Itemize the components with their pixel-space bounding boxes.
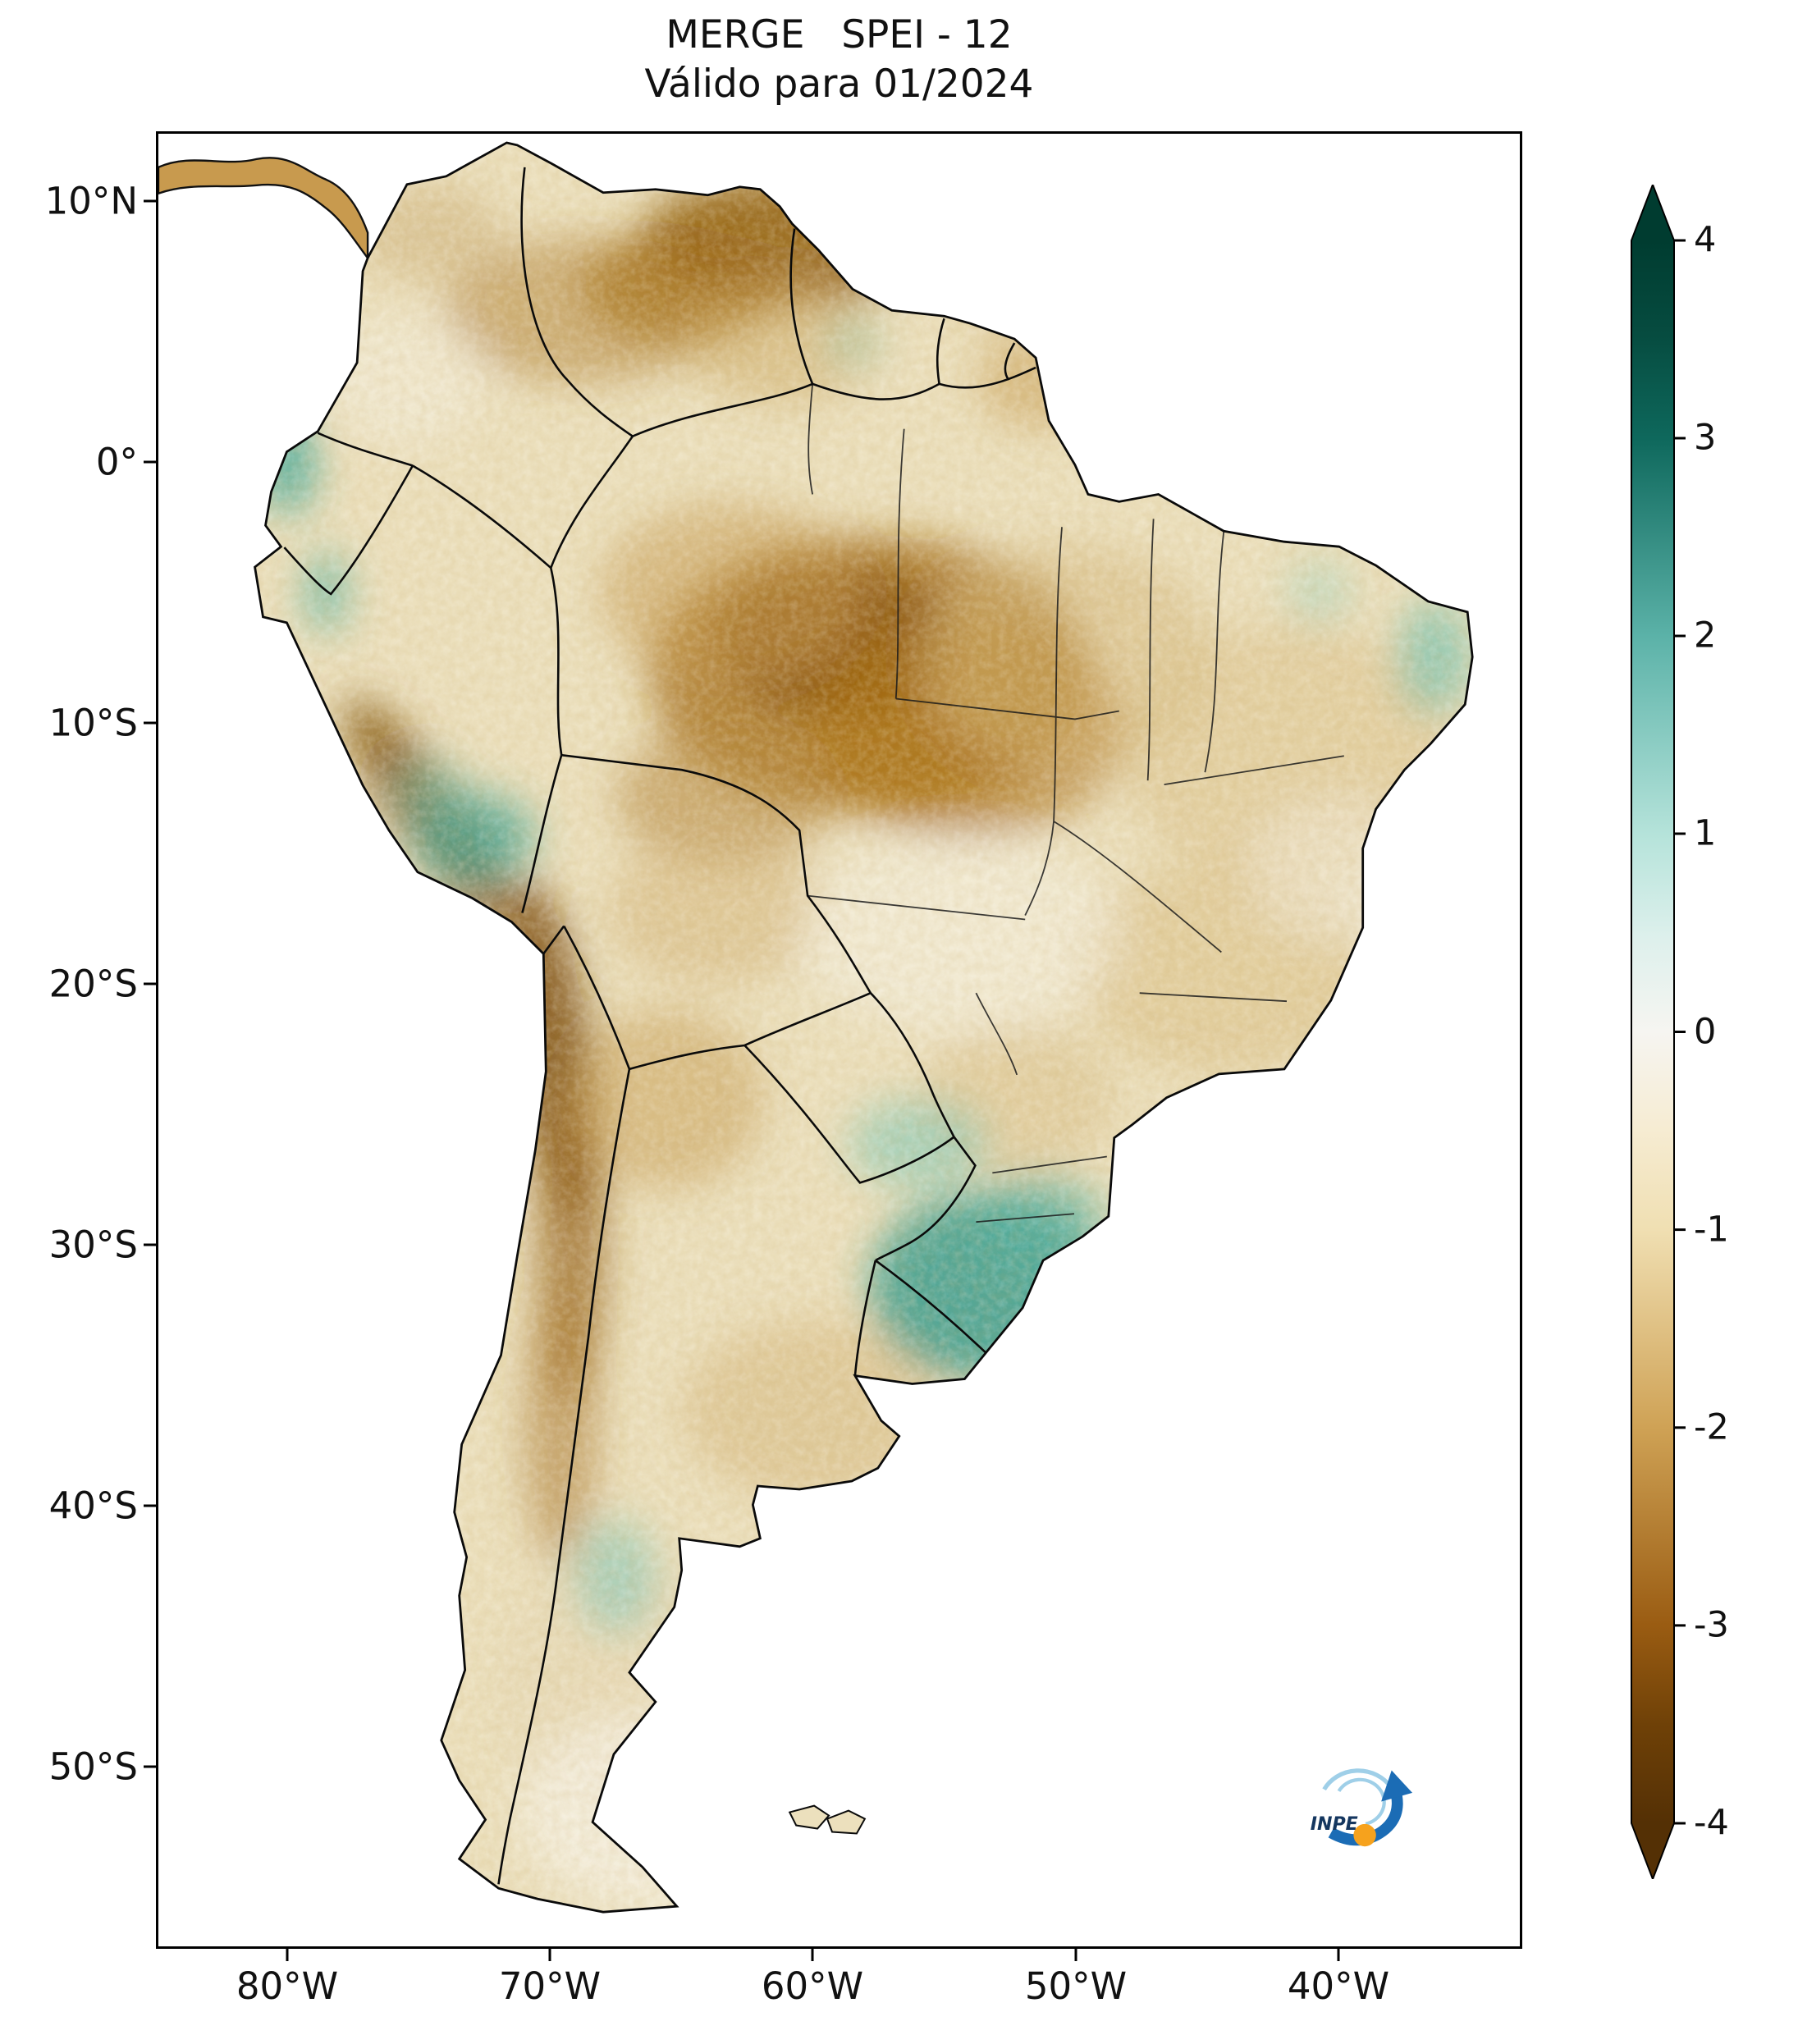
colorbar-tick-label: -1 bbox=[1694, 1209, 1729, 1251]
y-tick-label: 30°S bbox=[48, 1223, 138, 1267]
figure-subtitle: Válido para 01/2024 bbox=[644, 62, 1034, 107]
y-tick-mark bbox=[144, 721, 156, 725]
x-tick-label: 50°W bbox=[1024, 1964, 1128, 2008]
colorbar-tick-label: 0 bbox=[1694, 1011, 1717, 1053]
y-tick-label: 10°S bbox=[48, 701, 138, 745]
falkland-islands bbox=[788, 1804, 867, 1835]
colorbar-tick-label: -3 bbox=[1694, 1604, 1729, 1646]
y-tick-mark bbox=[144, 1243, 156, 1246]
colorbar-tick-label: 4 bbox=[1694, 219, 1717, 261]
central-america-landmass bbox=[158, 157, 369, 261]
y-tick-label: 20°S bbox=[48, 962, 138, 1006]
colorbar-tick-label: -2 bbox=[1694, 1406, 1729, 1448]
y-tick-mark bbox=[144, 199, 156, 203]
colorbar bbox=[1615, 182, 1713, 1882]
y-tick-label: 0° bbox=[95, 440, 138, 484]
y-tick-label: 10°N bbox=[44, 179, 138, 223]
x-tick-mark bbox=[286, 1949, 289, 1961]
x-tick-label: 70°W bbox=[498, 1964, 602, 2008]
y-tick-label: 50°S bbox=[48, 1744, 138, 1789]
x-tick-mark bbox=[1074, 1949, 1077, 1961]
x-tick-mark bbox=[1337, 1949, 1340, 1961]
x-tick-label: 80°W bbox=[236, 1964, 339, 2008]
figure-title: MERGE SPEI - 12 bbox=[666, 12, 1013, 57]
y-tick-mark bbox=[144, 982, 156, 985]
y-tick-mark bbox=[144, 460, 156, 464]
country-borders bbox=[283, 167, 1036, 1885]
continent-coastline bbox=[254, 141, 1474, 1914]
logo-orange-dot bbox=[1353, 1823, 1376, 1847]
inpe-logo: INPE bbox=[1298, 1746, 1428, 1861]
logo-text: INPE bbox=[1311, 1813, 1358, 1835]
drought-raster bbox=[254, 142, 1473, 1913]
south-america-map bbox=[158, 141, 1474, 1914]
x-tick-label: 40°W bbox=[1287, 1964, 1390, 2008]
colorbar-tick-label: 1 bbox=[1694, 812, 1717, 854]
logo-arrow-head bbox=[1381, 1770, 1413, 1802]
x-tick-mark bbox=[548, 1949, 551, 1961]
colorbar-tick-label: 3 bbox=[1694, 417, 1717, 459]
inpe-swirl-arrow-icon: INPE bbox=[1311, 1768, 1413, 1847]
x-tick-mark bbox=[811, 1949, 814, 1961]
y-tick-label: 40°S bbox=[48, 1484, 138, 1528]
colorbar-tick-marks bbox=[1674, 239, 1686, 1825]
y-tick-mark bbox=[144, 1504, 156, 1507]
x-tick-label: 60°W bbox=[761, 1964, 864, 2008]
logo-inner-swirl bbox=[1337, 1777, 1386, 1826]
state-borders bbox=[807, 383, 1344, 1223]
colorbar-tick-label: -4 bbox=[1694, 1802, 1729, 1844]
y-tick-mark bbox=[144, 1765, 156, 1768]
colorbar-tick-label: 2 bbox=[1694, 615, 1717, 656]
logo-arrow-shaft bbox=[1328, 1795, 1403, 1846]
map-plot-area bbox=[156, 131, 1522, 1949]
